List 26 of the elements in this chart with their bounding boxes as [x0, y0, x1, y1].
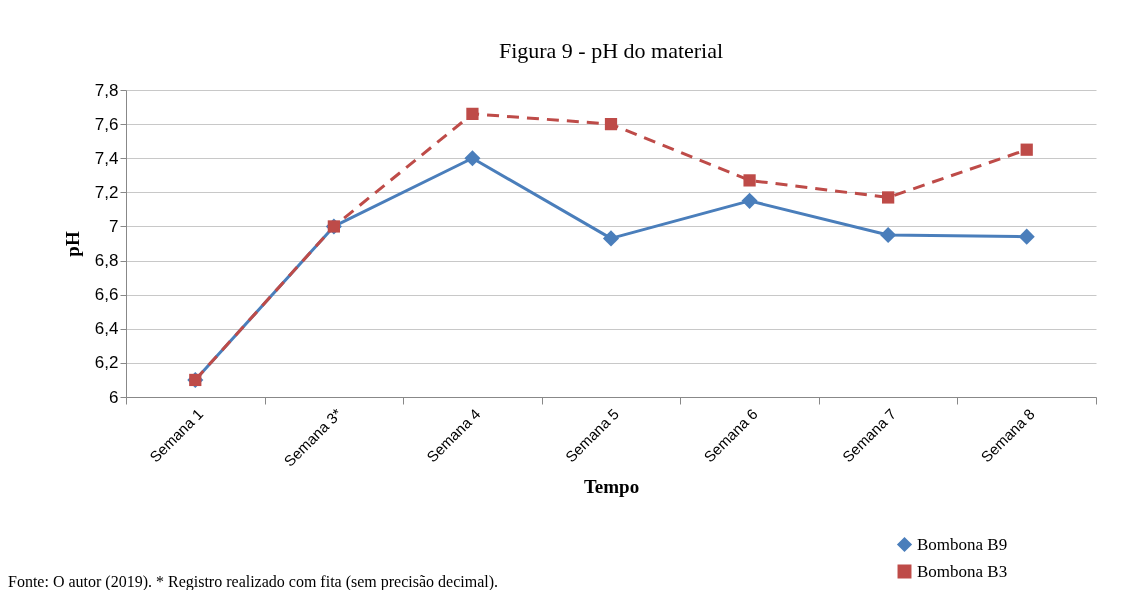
y-tick-label: 6 [109, 387, 119, 407]
y-tick-label: 6,6 [94, 285, 119, 305]
y-tick-label: 7,2 [94, 182, 119, 202]
point [604, 117, 618, 131]
legend-label: Bombona B9 [917, 534, 1008, 554]
point [602, 230, 620, 247]
chart-title: Figura 9 - pH do material [498, 38, 724, 63]
point [741, 192, 758, 209]
y-tick-label: 6,8 [94, 251, 119, 271]
x-axis-title: Tempo [583, 475, 640, 497]
legend-label: Bombona B3 [917, 561, 1008, 581]
point [1020, 143, 1033, 156]
y-tick-label: 6,4 [94, 319, 119, 339]
y-tick-label: 7 [109, 216, 119, 236]
point [743, 174, 756, 187]
source-note: Fonte: O autor (2019). * Registro realizado com fita (sem precisão decimal). [8, 573, 499, 591]
point [466, 107, 479, 120]
y-tick-label: 6,2 [94, 353, 119, 373]
point [882, 191, 895, 204]
y-tick-label: 7,4 [94, 148, 119, 168]
point [464, 150, 481, 167]
point [880, 226, 897, 244]
point [1018, 228, 1035, 245]
y-axis-title: pH [61, 231, 83, 257]
y-tick-label: 7,8 [94, 80, 119, 100]
y-tick-label: 7,6 [94, 114, 119, 134]
